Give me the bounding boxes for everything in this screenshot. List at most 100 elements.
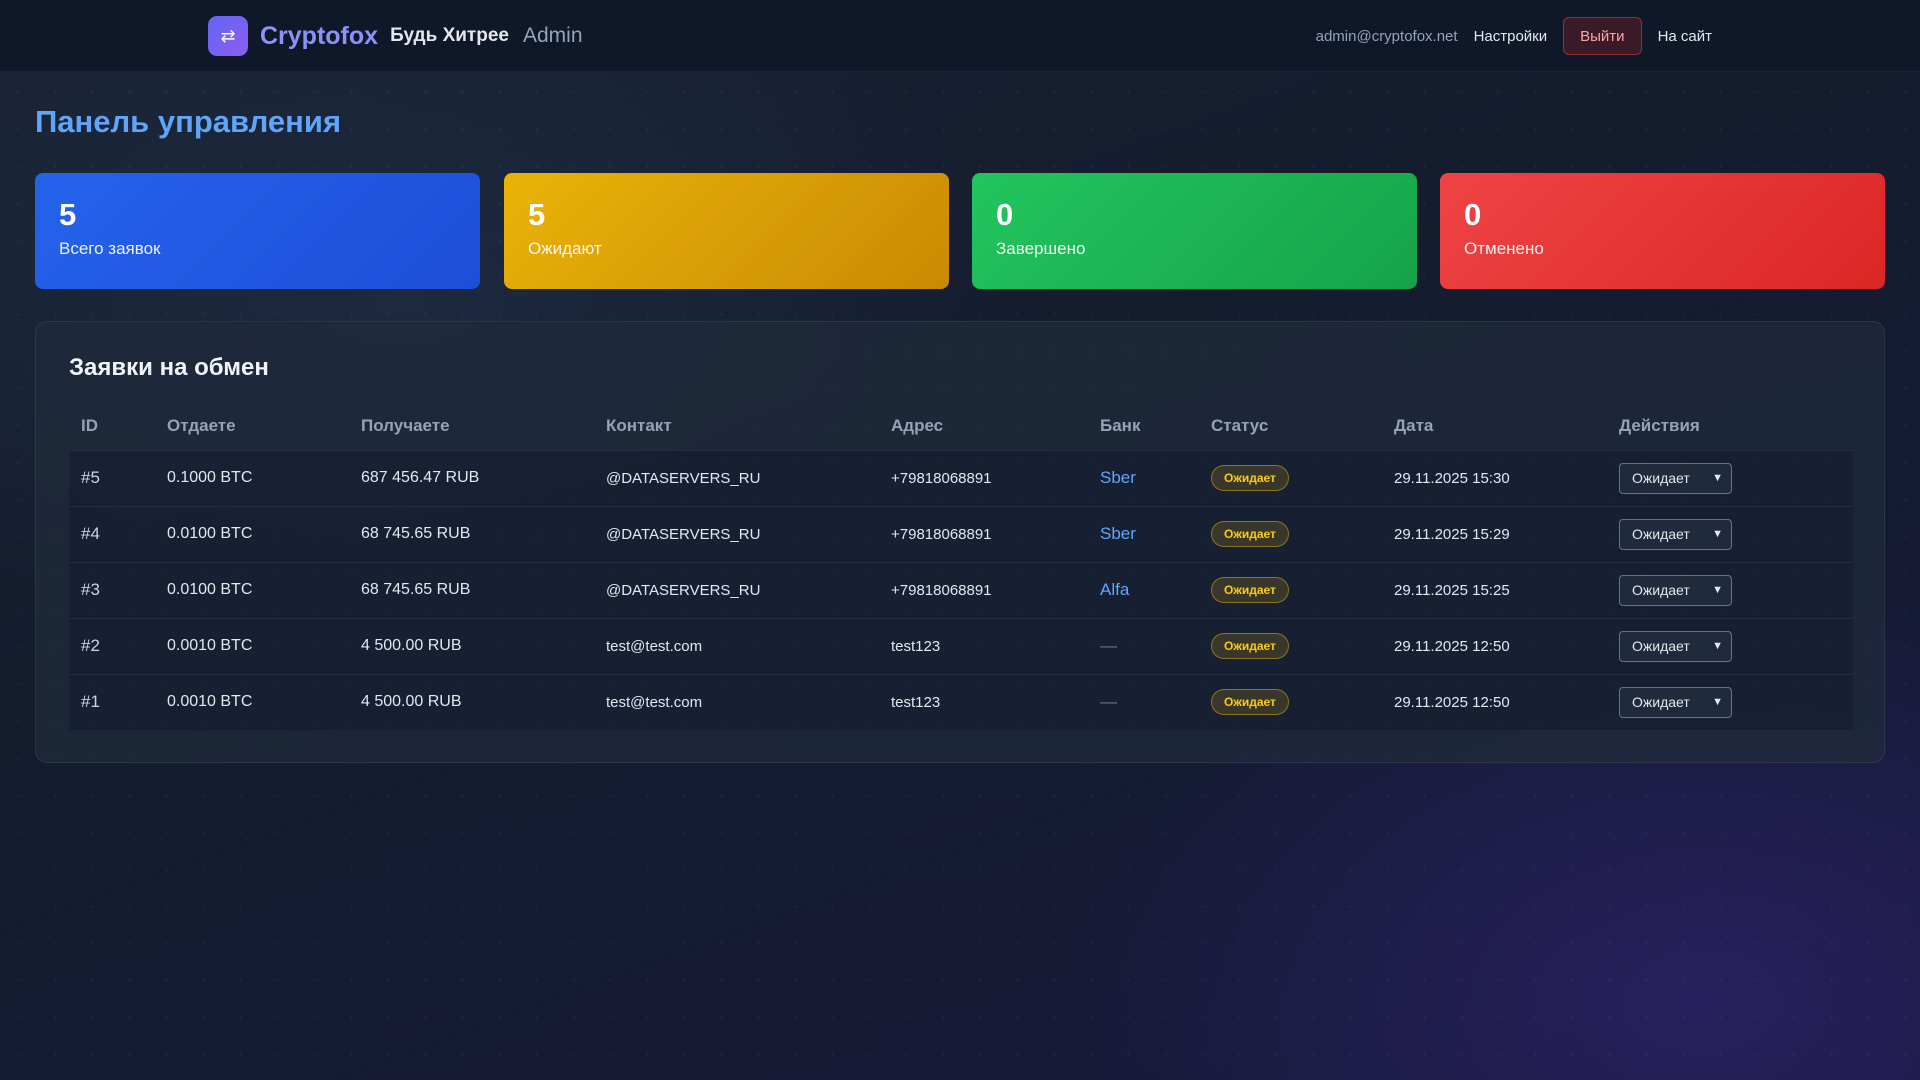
chevron-down-icon: ▼ xyxy=(1712,472,1723,484)
page-title: Панель управления xyxy=(35,104,342,139)
order-give: 0.0010 BTC xyxy=(167,693,253,711)
status-badge: Ожидает xyxy=(1211,521,1289,547)
chevron-down-icon: ▼ xyxy=(1712,584,1723,596)
order-address: test123 xyxy=(891,693,941,711)
status-select[interactable]: Ожидает ▼ xyxy=(1619,518,1732,550)
orders-panel: Заявки на обмен ID Отдаете Получаете Кон… xyxy=(35,321,1885,763)
order-actions-cell: Ожидает ▼ xyxy=(1607,618,1853,674)
order-date: 29.11.2025 12:50 xyxy=(1394,693,1510,711)
settings-link[interactable]: Настройки xyxy=(1473,27,1548,45)
stat-value: 0 xyxy=(1464,197,1482,232)
to-site-link[interactable]: На сайт xyxy=(1657,27,1712,45)
order-date: 29.11.2025 15:25 xyxy=(1394,581,1510,599)
chevron-down-icon: ▼ xyxy=(1712,640,1723,652)
order-address: test123 xyxy=(891,637,941,655)
table-header-row: ID Отдаете Получаете Контакт Адрес Банк … xyxy=(69,402,1853,450)
order-get: 4 500.00 RUB xyxy=(361,693,462,711)
orders-title: Заявки на обмен xyxy=(69,354,269,381)
stats-row: 5 Всего заявок 5 Ожидают 0 Завершено 0 О… xyxy=(35,173,1885,289)
order-contact: test@test.com xyxy=(606,637,703,655)
logout-button[interactable]: Выйти xyxy=(1563,17,1642,55)
order-status-cell: Ожидает xyxy=(1199,506,1382,562)
stat-value: 0 xyxy=(996,197,1014,232)
admin-label: Admin xyxy=(522,24,583,47)
swap-icon: ⇄ xyxy=(208,16,248,56)
stat-value: 5 xyxy=(59,197,77,232)
stat-label: Всего заявок xyxy=(59,239,161,258)
order-address: +79818068891 xyxy=(891,581,992,599)
admin-email: admin@cryptofox.net xyxy=(1315,27,1458,45)
stat-card-total: 5 Всего заявок xyxy=(35,173,480,289)
order-status-cell: Ожидает xyxy=(1199,562,1382,618)
column-header-bank: Банк xyxy=(1100,415,1141,435)
order-id: #3 xyxy=(81,580,100,599)
stat-card-pending: 5 Ожидают xyxy=(504,173,949,289)
column-header-id: ID xyxy=(81,415,98,435)
status-select[interactable]: Ожидает ▼ xyxy=(1619,462,1732,494)
order-get: 68 745.65 RUB xyxy=(361,525,471,542)
status-badge: Ожидает xyxy=(1211,689,1289,716)
order-address: +79818068891 xyxy=(891,525,992,543)
order-status-cell: Ожидает xyxy=(1199,674,1382,730)
stat-card-cancelled: 0 Отменено xyxy=(1440,173,1885,289)
stat-label: Ожидают xyxy=(528,239,602,258)
column-header-contact: Контакт xyxy=(606,415,672,435)
order-id: #4 xyxy=(81,524,100,543)
table-row: #4 0.0100 BTC 68 745.65 RUB @DATASERVERS… xyxy=(69,506,1853,562)
status-select-value: Ожидает xyxy=(1632,470,1690,486)
chevron-down-icon: ▼ xyxy=(1712,528,1723,540)
header-nav: admin@cryptofox.net Настройки Выйти На с… xyxy=(1316,17,1712,55)
order-actions-cell: Ожидает ▼ xyxy=(1607,674,1853,730)
table-row: #5 0.1000 BTC 687 456.47 RUB @DATASERVER… xyxy=(69,450,1853,506)
status-select[interactable]: Ожидает ▼ xyxy=(1619,630,1732,662)
order-contact: @DATASERVERS_RU xyxy=(606,525,761,543)
table-row: #1 0.0010 BTC 4 500.00 RUB test@test.com… xyxy=(69,674,1853,730)
order-contact: test@test.com xyxy=(606,693,703,711)
top-navbar: ⇄ Cryptofox Будь Хитрее Admin admin@cryp… xyxy=(0,0,1920,72)
column-header-status: Статус xyxy=(1211,415,1269,435)
order-get: 4 500.00 RUB xyxy=(361,637,462,654)
order-bank: — xyxy=(1100,636,1117,655)
order-get: 687 456.47 RUB xyxy=(361,469,480,486)
status-badge: Ожидает xyxy=(1211,577,1289,603)
status-select-value: Ожидает xyxy=(1632,582,1690,598)
table-row: #3 0.0100 BTC 68 745.65 RUB @DATASERVERS… xyxy=(69,562,1853,618)
order-actions-cell: Ожидает ▼ xyxy=(1607,450,1853,506)
brand[interactable]: ⇄ Cryptofox Будь Хитрее Admin xyxy=(208,16,583,56)
stat-label: Завершено xyxy=(996,239,1086,258)
order-contact: @DATASERVERS_RU xyxy=(606,581,761,599)
order-bank: Sber xyxy=(1100,468,1136,487)
order-bank: Sber xyxy=(1100,524,1136,543)
stat-card-completed: 0 Завершено xyxy=(972,173,1417,289)
order-id: #1 xyxy=(81,692,100,712)
order-contact: @DATASERVERS_RU xyxy=(606,469,761,487)
column-header-address: Адрес xyxy=(891,415,944,435)
order-status-cell: Ожидает xyxy=(1199,450,1382,506)
order-status-cell: Ожидает xyxy=(1199,618,1382,674)
brand-tagline: Будь Хитрее xyxy=(390,25,509,46)
stat-label: Отменено xyxy=(1464,239,1544,258)
status-select[interactable]: Ожидает ▼ xyxy=(1619,574,1732,606)
stat-value: 5 xyxy=(528,197,546,232)
order-bank: Alfa xyxy=(1100,580,1130,599)
order-actions-cell: Ожидает ▼ xyxy=(1607,562,1853,618)
column-header-date: Дата xyxy=(1394,415,1434,435)
status-badge: Ожидает xyxy=(1211,633,1289,659)
order-actions-cell: Ожидает ▼ xyxy=(1607,506,1853,562)
status-select[interactable]: Ожидает ▼ xyxy=(1619,686,1732,718)
status-badge: Ожидает xyxy=(1211,465,1289,491)
order-give: 0.0100 BTC xyxy=(167,525,253,542)
status-select-value: Ожидает xyxy=(1632,638,1690,654)
table-row: #2 0.0010 BTC 4 500.00 RUB test@test.com… xyxy=(69,618,1853,674)
column-header-give: Отдаете xyxy=(167,415,236,435)
order-bank: — xyxy=(1100,692,1117,712)
order-give: 0.1000 BTC xyxy=(167,469,253,486)
column-header-get: Получаете xyxy=(361,415,450,435)
order-id: #2 xyxy=(81,636,100,655)
order-give: 0.0010 BTC xyxy=(167,637,253,654)
status-select-value: Ожидает xyxy=(1632,694,1690,711)
order-give: 0.0100 BTC xyxy=(167,581,253,598)
column-header-actions: Действия xyxy=(1619,415,1700,435)
status-select-value: Ожидает xyxy=(1632,526,1690,542)
order-date: 29.11.2025 15:30 xyxy=(1394,469,1510,487)
